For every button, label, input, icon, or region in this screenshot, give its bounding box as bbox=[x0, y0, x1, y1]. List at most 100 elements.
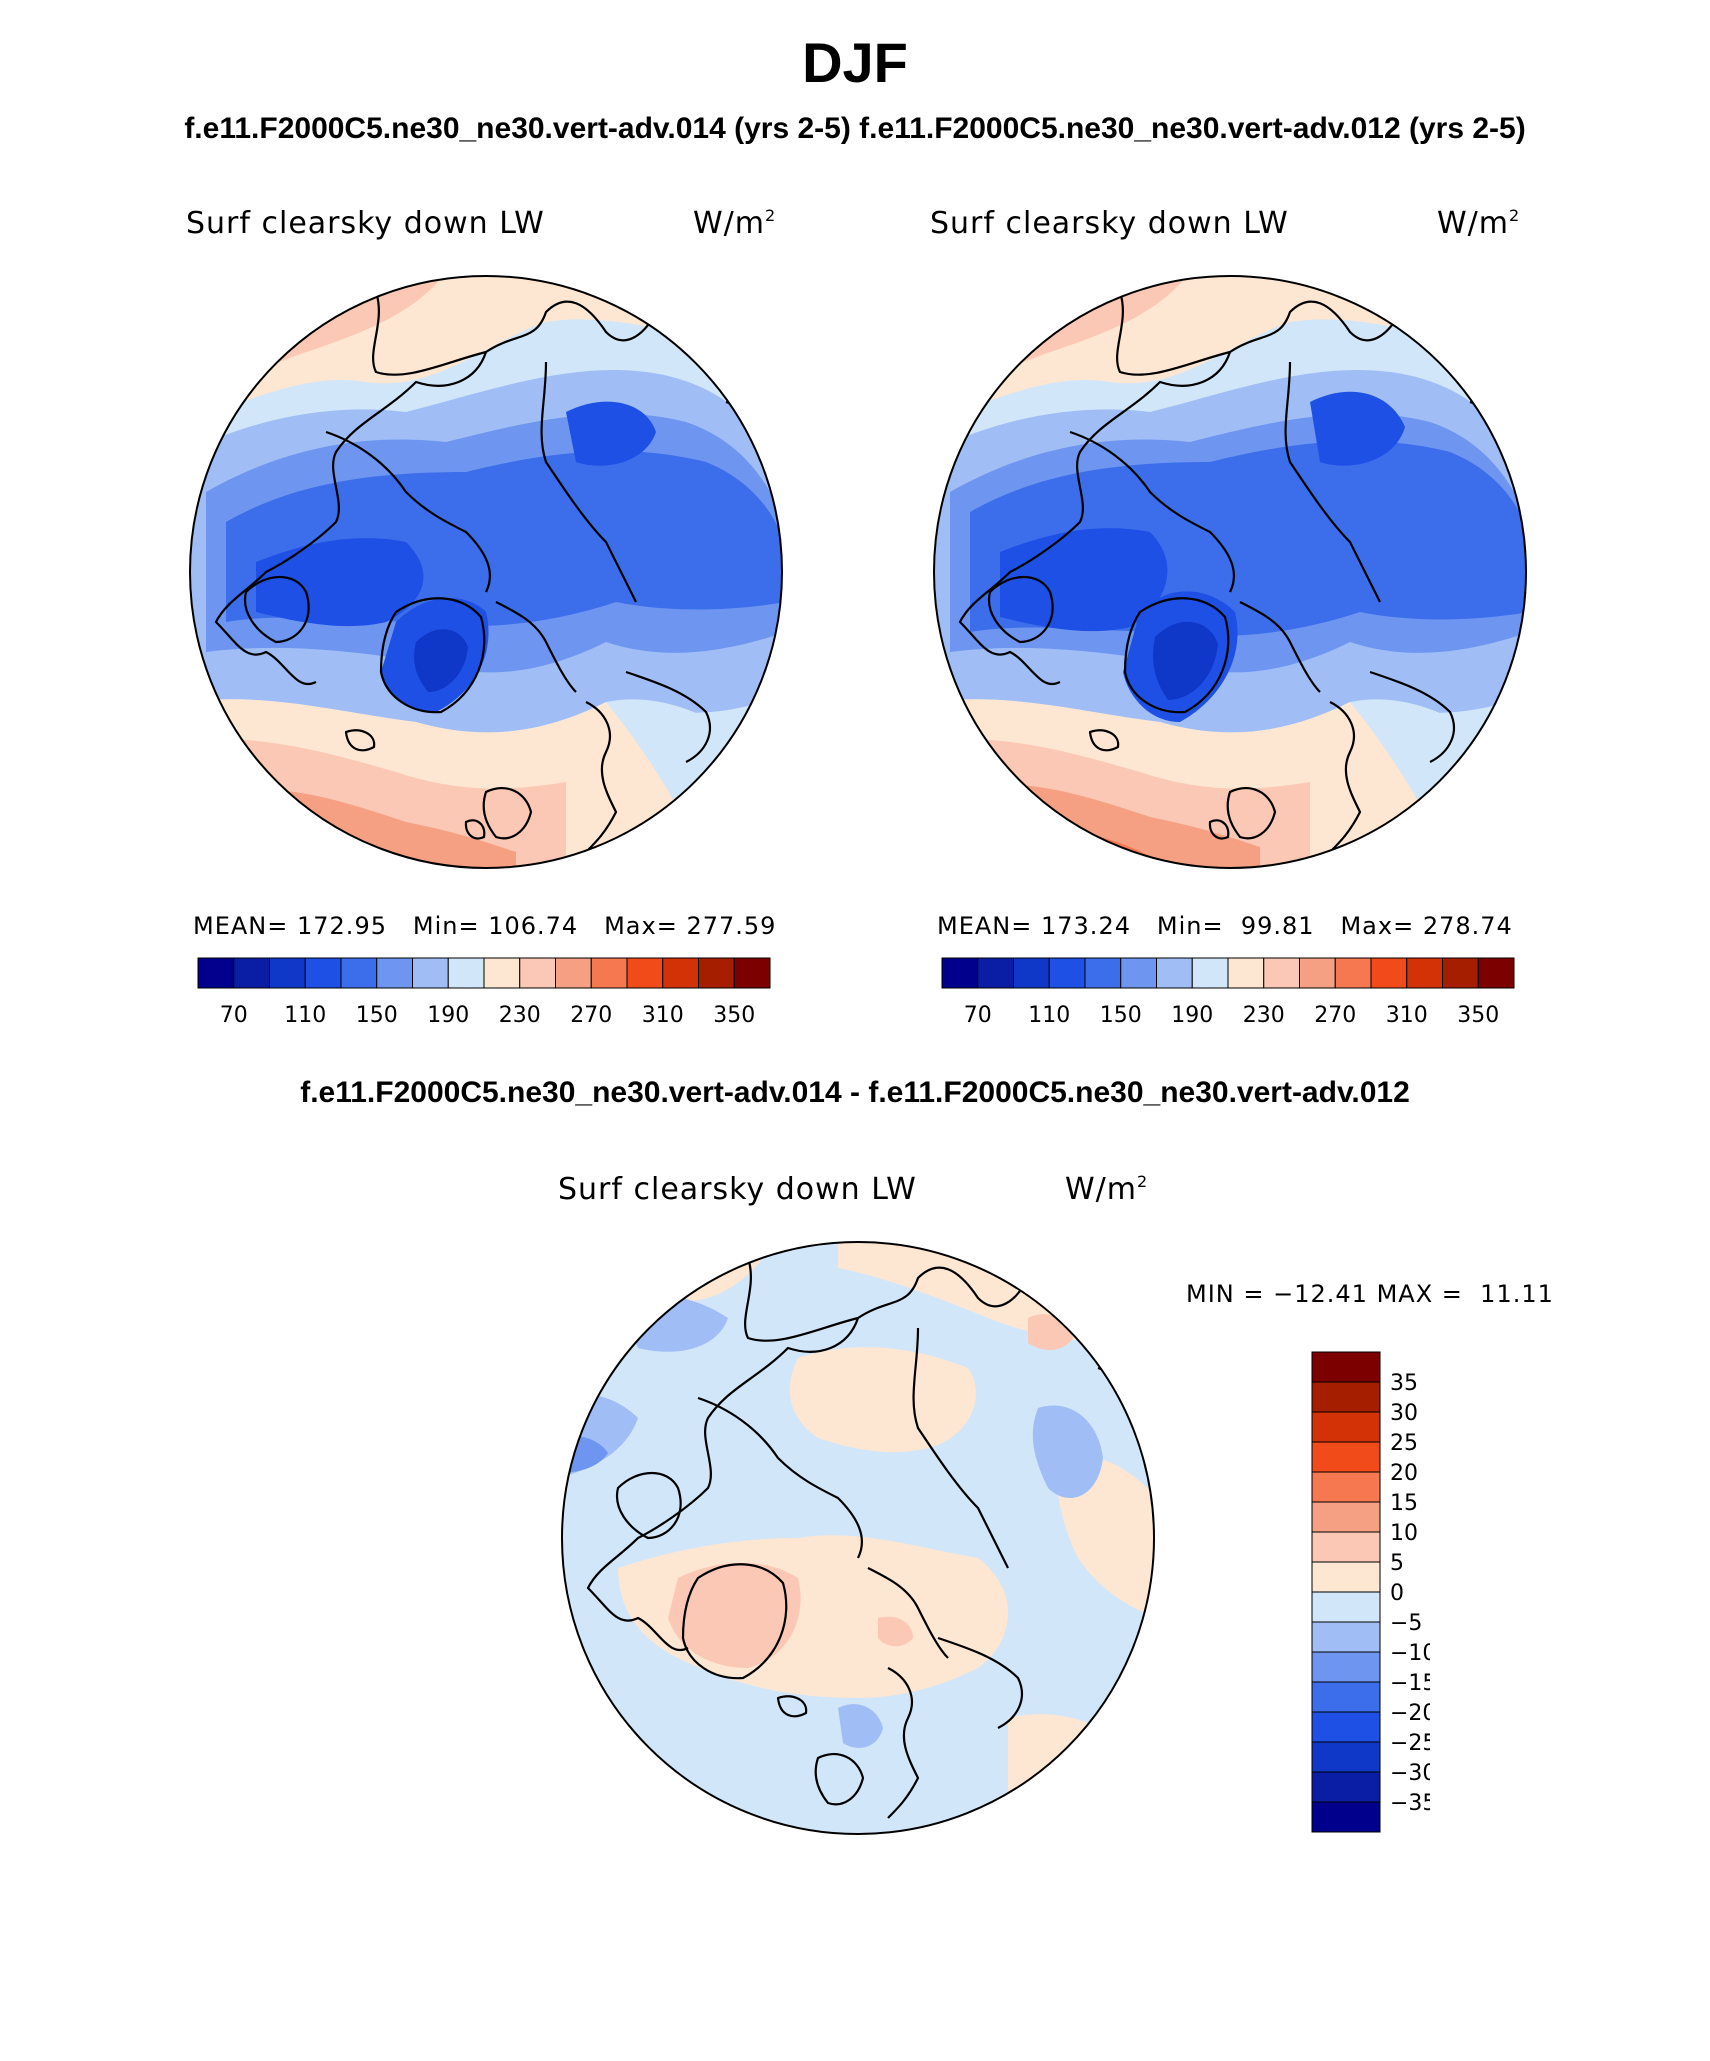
colorbar-1-cell bbox=[483, 957, 521, 989]
colorbar-diff-tick-label: 30 bbox=[1390, 1401, 1418, 1426]
colorbar-1-cell bbox=[412, 957, 449, 989]
panel2-variable: Surf clearsky down LW bbox=[930, 206, 1289, 241]
colorbar-2-cell bbox=[1013, 957, 1050, 989]
colorbar-diff-tick-label: 10 bbox=[1390, 1521, 1418, 1546]
map-panel-1 bbox=[189, 275, 783, 869]
colorbar-2-cell bbox=[1370, 957, 1408, 989]
colorbar-2-tick-label: 70 bbox=[964, 1003, 992, 1026]
colorbar-1-tick-label: 310 bbox=[642, 1003, 684, 1026]
colorbar-diff-tick-label: −15 bbox=[1390, 1671, 1430, 1696]
colorbar-diff-cell bbox=[1311, 1531, 1381, 1563]
colorbar-diff-tick-label: −20 bbox=[1390, 1701, 1430, 1726]
colorbar-1-cell bbox=[376, 957, 413, 989]
diff-subtitle: f.e11.F2000C5.ne30_ne30.vert-adv.014 - f… bbox=[300, 1076, 1410, 1109]
colorbar-1-tick-label: 70 bbox=[220, 1003, 248, 1026]
colorbar-diff-cell bbox=[1311, 1561, 1381, 1593]
colorbar-1-tick-label: 270 bbox=[570, 1003, 612, 1026]
colorbar-2-cell bbox=[1227, 957, 1265, 989]
colorbar-1-cell bbox=[447, 957, 485, 989]
colorbar-1-cell bbox=[233, 957, 270, 989]
colorbar-1-cell bbox=[340, 957, 378, 989]
panel1-units: W/m2 bbox=[693, 206, 777, 241]
colorbar-2-cell bbox=[941, 957, 979, 989]
panel2-units: W/m2 bbox=[1437, 206, 1521, 241]
colorbar-diff-tick-label: −35 bbox=[1390, 1791, 1430, 1816]
colorbar-diff-tick-label: 5 bbox=[1390, 1551, 1404, 1576]
map-panel-2 bbox=[933, 275, 1527, 869]
colorbar-diff-tick-label: −30 bbox=[1390, 1761, 1430, 1786]
colorbar-diff-cells bbox=[1311, 1351, 1381, 1833]
colorbar-2: 70 110 150 190 230 270 310 350 bbox=[941, 957, 1515, 1026]
colorbar-2-cell bbox=[1084, 957, 1122, 989]
colorbar-diff-tick-label: 25 bbox=[1390, 1431, 1418, 1456]
colorbar-diff-cell bbox=[1311, 1621, 1381, 1653]
colorbar-1-cells bbox=[197, 957, 771, 989]
colorbar-2-cell bbox=[1263, 957, 1300, 989]
colorbar-diff-tick-label: 35 bbox=[1390, 1371, 1418, 1396]
diff-variable: Surf clearsky down LW bbox=[558, 1172, 917, 1207]
colorbar-1-labels: 70 110 150 190 230 270 310 350 bbox=[220, 1003, 756, 1026]
colorbar-1-cell bbox=[626, 957, 664, 989]
colorbar-2-cells bbox=[941, 957, 1515, 989]
map-panel-diff bbox=[561, 1241, 1155, 1835]
colorbar-1-cell bbox=[269, 957, 306, 989]
colorbar-2-tick-label: 230 bbox=[1243, 1003, 1285, 1026]
colorbar-2-labels: 70 110 150 190 230 270 310 350 bbox=[964, 1003, 1500, 1026]
panel1-stats: MEAN= 172.95 Min= 106.74 Max= 277.59 bbox=[193, 912, 777, 940]
colorbar-2-cell bbox=[1191, 957, 1229, 989]
colorbar-diff-cell bbox=[1311, 1741, 1381, 1773]
colorbar-2-tick-label: 350 bbox=[1457, 1003, 1499, 1026]
colorbar-1: 70 110 150 190 230 270 310 350 bbox=[197, 957, 771, 1026]
colorbar-diff: 35 30 25 20 15 10 5 0 −5 −10 −15 −20 −25 −30 −35 bbox=[1311, 1351, 1430, 1833]
colorbar-1-cell bbox=[590, 957, 628, 989]
colorbar-1-tick-label: 190 bbox=[427, 1003, 469, 1026]
colorbar-diff-tick-label: −10 bbox=[1390, 1641, 1430, 1666]
colorbar-2-tick-label: 270 bbox=[1314, 1003, 1356, 1026]
diff-minmax: MIN = −12.41 MAX = 11.11 bbox=[1186, 1280, 1554, 1308]
colorbar-2-cell bbox=[1048, 957, 1086, 989]
colorbar-diff-tick-label: 15 bbox=[1390, 1491, 1418, 1516]
colorbar-diff-cell bbox=[1311, 1471, 1381, 1503]
colorbar-diff-cell bbox=[1311, 1651, 1381, 1683]
colorbar-diff-tick-label: −5 bbox=[1390, 1611, 1422, 1636]
diff-units: W/m2 bbox=[1065, 1172, 1149, 1207]
colorbar-2-tick-label: 310 bbox=[1386, 1003, 1428, 1026]
colorbar-2-tick-label: 190 bbox=[1171, 1003, 1213, 1026]
colorbar-diff-labels: 35 30 25 20 15 10 5 0 −5 −10 −15 −20 −25 −30 −35 bbox=[1390, 1371, 1430, 1816]
colorbar-2-cell bbox=[1442, 957, 1479, 989]
colorbar-diff-cell bbox=[1311, 1801, 1381, 1833]
colorbar-diff-cell bbox=[1311, 1501, 1381, 1533]
colorbar-diff-cell bbox=[1311, 1381, 1381, 1413]
colorbar-2-cell bbox=[1120, 957, 1157, 989]
colorbar-diff-cell bbox=[1311, 1711, 1381, 1743]
panel1-variable: Surf clearsky down LW bbox=[186, 206, 545, 241]
colorbar-2-cell bbox=[1477, 957, 1515, 989]
colorbar-diff-cell bbox=[1311, 1411, 1381, 1443]
colorbar-diff-cell bbox=[1311, 1441, 1381, 1473]
colorbar-diff-cell bbox=[1311, 1681, 1381, 1713]
colorbar-1-tick-label: 350 bbox=[713, 1003, 755, 1026]
colorbar-2-cell bbox=[1406, 957, 1443, 989]
colorbar-1-tick-label: 150 bbox=[356, 1003, 398, 1026]
colorbar-1-tick-label: 110 bbox=[284, 1003, 326, 1026]
colorbar-diff-tick-label: 20 bbox=[1390, 1461, 1418, 1486]
colorbar-1-tick-label: 230 bbox=[499, 1003, 541, 1026]
colorbar-1-cell bbox=[733, 957, 771, 989]
colorbar-1-cell bbox=[197, 957, 235, 989]
colorbar-2-cell bbox=[1299, 957, 1336, 989]
colorbar-1-cell bbox=[519, 957, 556, 989]
colorbar-2-tick-label: 150 bbox=[1100, 1003, 1142, 1026]
colorbar-2-cell bbox=[977, 957, 1014, 989]
colorbar-2-cell bbox=[1334, 957, 1372, 989]
colorbar-diff-cell bbox=[1311, 1771, 1381, 1803]
colorbar-1-cell bbox=[662, 957, 699, 989]
cases-subtitle: f.e11.F2000C5.ne30_ne30.vert-adv.014 (yr… bbox=[184, 112, 1526, 145]
colorbar-1-cell bbox=[555, 957, 592, 989]
season-title: DJF bbox=[802, 31, 908, 94]
colorbar-diff-cell bbox=[1311, 1591, 1381, 1623]
colorbar-diff-cell bbox=[1311, 1351, 1381, 1383]
colorbar-2-tick-label: 110 bbox=[1028, 1003, 1070, 1026]
colorbar-1-cell bbox=[304, 957, 342, 989]
colorbar-diff-tick-label: −25 bbox=[1390, 1731, 1430, 1756]
colorbar-2-cell bbox=[1156, 957, 1193, 989]
